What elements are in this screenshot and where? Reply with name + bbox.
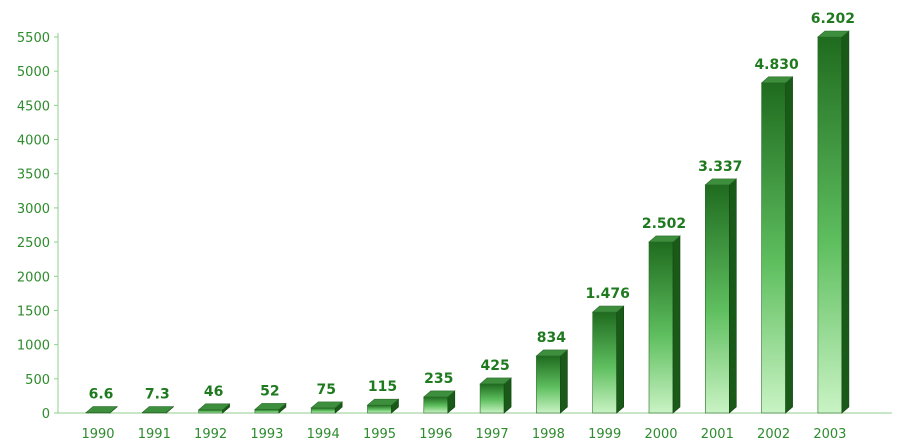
x-tick-label: 2003 <box>813 427 846 442</box>
data-label: 2.502 <box>642 216 686 232</box>
data-labels: 6.6 7.3 46 52 75 115 235 425 834 1.476 2.502 3.337 4… <box>89 11 855 403</box>
bar-top <box>422 390 456 398</box>
bar-top <box>366 398 400 406</box>
bar-front <box>254 409 280 414</box>
y-tick-label: 3500 <box>17 168 50 183</box>
bar-top <box>197 403 231 411</box>
bar <box>479 377 512 414</box>
x-tick-label: 2000 <box>644 427 677 442</box>
x-tick-label: 1993 <box>250 427 283 442</box>
bar-top <box>254 403 287 410</box>
data-label: 115 <box>368 379 397 395</box>
bar-top <box>648 235 681 243</box>
data-label: 75 <box>316 382 335 398</box>
x-tick-label: 1995 <box>363 427 396 442</box>
bar-front <box>198 409 223 414</box>
bar-top <box>817 30 850 38</box>
bar-top <box>85 406 118 413</box>
bar-front <box>310 407 336 414</box>
bar-top <box>479 377 512 385</box>
bar-front <box>536 355 561 414</box>
bar-front <box>817 36 843 414</box>
data-label: 46 <box>204 384 223 400</box>
x-tick-label: 1994 <box>307 427 340 442</box>
data-label: 425 <box>480 358 509 374</box>
x-axis: 1990 1991 1992 1993 1994 1995 1996 1997 1998 1999… <box>58 412 892 442</box>
x-tick-label: 1996 <box>419 427 452 442</box>
bar <box>197 403 231 414</box>
bar-side <box>728 178 737 414</box>
y-tick-label: 2000 <box>17 270 50 285</box>
bar <box>85 405 118 414</box>
bar-front <box>592 311 618 414</box>
data-label: 3.337 <box>698 159 742 175</box>
bars <box>85 30 850 414</box>
bar-side <box>616 305 625 414</box>
bar-front <box>704 184 730 414</box>
data-label: 235 <box>424 371 453 387</box>
bar-side <box>672 235 681 414</box>
data-label: 1.476 <box>586 286 630 302</box>
x-tick-label: 1991 <box>138 427 171 442</box>
x-tick-label: 1997 <box>476 427 509 442</box>
y-tick-label: 5000 <box>17 65 50 80</box>
data-label: 52 <box>260 383 279 399</box>
bar <box>704 178 738 414</box>
bar <box>254 402 287 414</box>
x-tick-label: 2002 <box>757 427 790 442</box>
data-label: 834 <box>537 330 566 346</box>
y-tick-label: 4500 <box>17 99 50 114</box>
y-tick-label: 3000 <box>17 202 50 217</box>
bar-top <box>535 349 569 357</box>
bar-top <box>760 76 794 84</box>
y-tick-label: 0 <box>42 407 50 422</box>
bar-top <box>141 406 175 413</box>
y-tick-label: 1500 <box>17 304 50 319</box>
bar-side <box>785 76 793 414</box>
data-label: 4.830 <box>754 57 799 73</box>
data-label: 6.6 <box>89 387 114 403</box>
bar <box>591 305 625 414</box>
y-tick-label: 4000 <box>17 134 50 149</box>
bar-front <box>648 241 674 414</box>
x-tick-label: 1998 <box>532 427 565 442</box>
bar <box>817 30 850 414</box>
bar-front <box>367 404 392 414</box>
bar-side <box>841 30 850 414</box>
bar <box>535 349 569 414</box>
x-tick-label: 2001 <box>701 427 734 442</box>
bar <box>422 390 456 414</box>
bar-top <box>310 401 344 409</box>
bar-front <box>761 82 786 414</box>
data-label: 7.3 <box>145 387 170 403</box>
y-axis: 0 500 1000 1500 2000 2500 3000 3500 4000 4500 5000… <box>17 31 59 422</box>
bar-front <box>423 396 449 414</box>
x-tick-label: 1990 <box>81 427 114 442</box>
bar <box>648 235 681 414</box>
data-label: 6.202 <box>811 11 855 27</box>
bar-top <box>591 305 625 313</box>
bar <box>141 405 175 414</box>
x-tick-label: 1999 <box>588 427 621 442</box>
y-tick-label: 500 <box>25 373 50 388</box>
y-tick-label: 2500 <box>17 236 50 251</box>
x-tick-label: 1992 <box>194 427 227 442</box>
bar <box>760 76 794 414</box>
bar <box>310 401 344 414</box>
y-tick-label: 1000 <box>17 339 50 354</box>
bar <box>366 398 400 414</box>
y-tick-label: 5500 <box>17 31 50 46</box>
bar-side <box>560 349 568 414</box>
bar-front <box>479 383 505 414</box>
bar-top <box>704 178 738 186</box>
